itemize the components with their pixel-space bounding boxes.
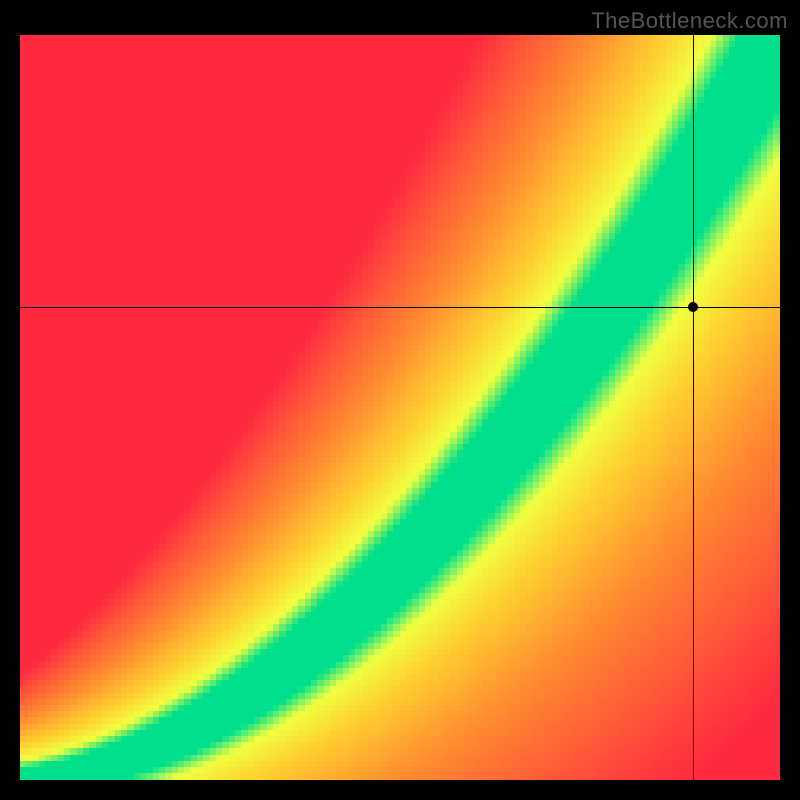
crosshair-marker — [688, 302, 698, 312]
chart-container: TheBottleneck.com — [0, 0, 800, 800]
crosshair-horizontal — [20, 307, 780, 308]
crosshair-vertical — [693, 35, 694, 780]
watermark-text: TheBottleneck.com — [591, 8, 788, 34]
heatmap-canvas — [20, 35, 780, 780]
plot-area — [20, 35, 780, 780]
